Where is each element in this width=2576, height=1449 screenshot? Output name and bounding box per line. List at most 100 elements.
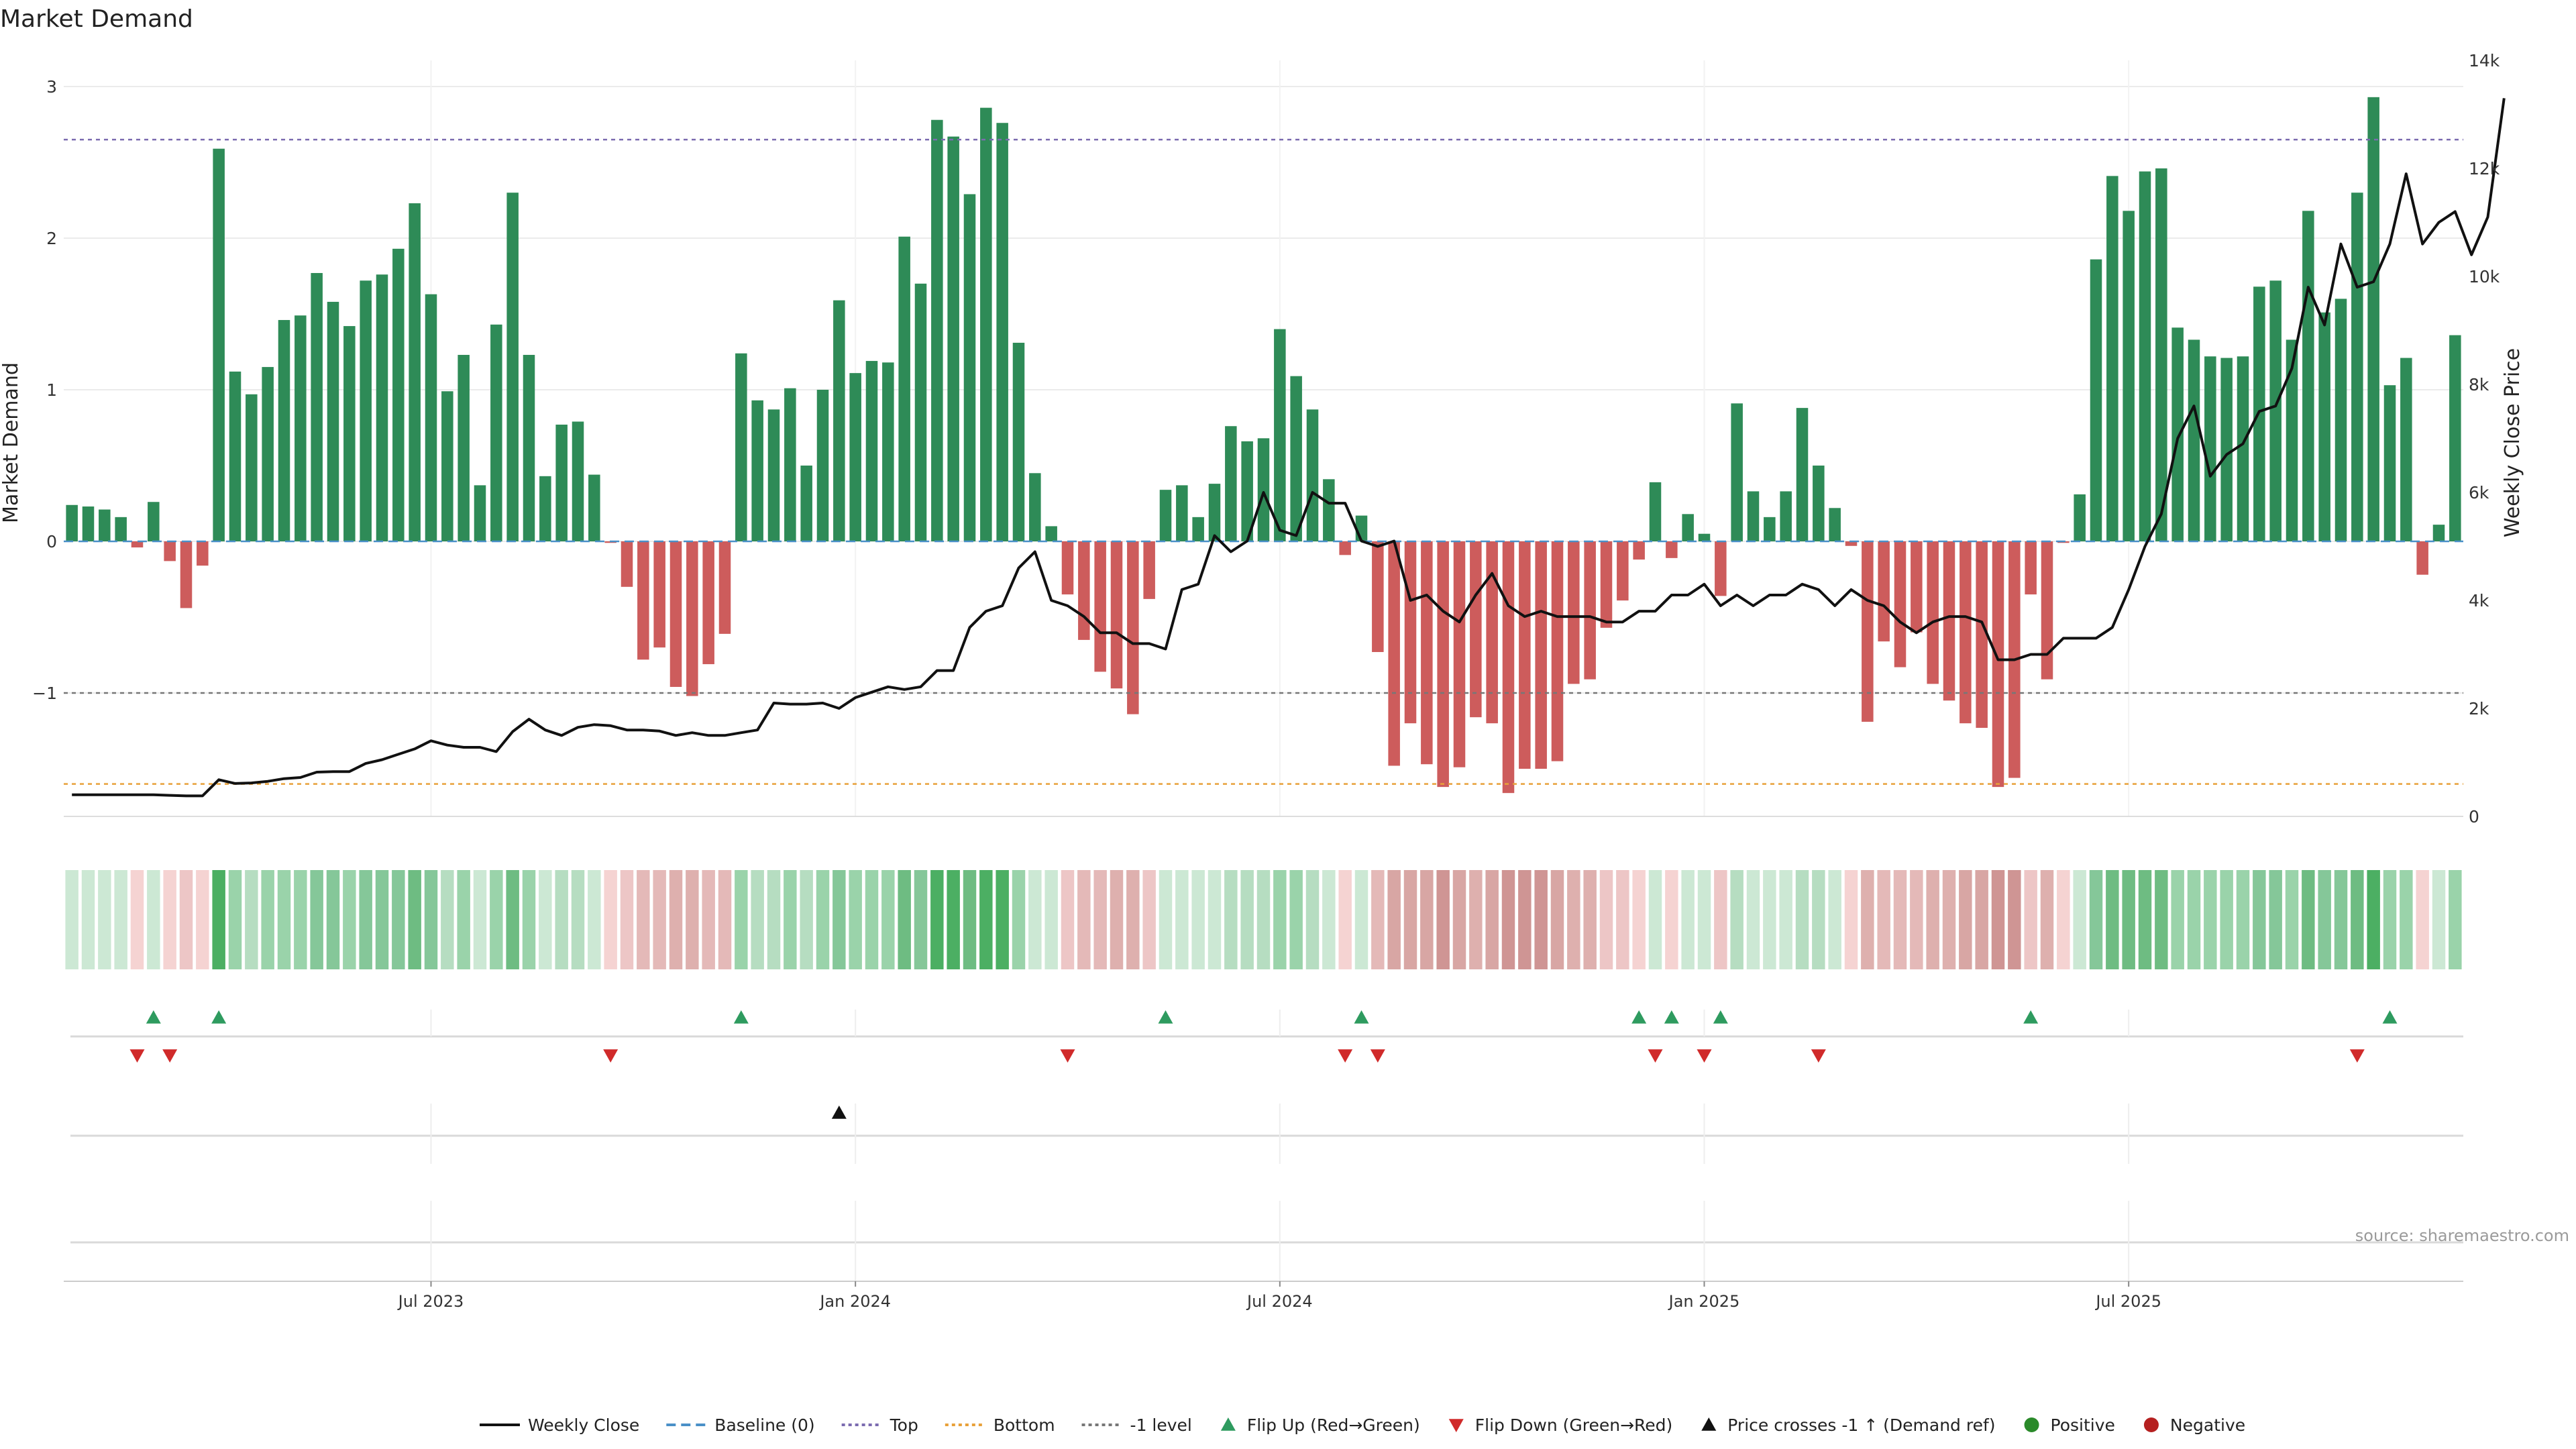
legend-item-bottom: Bottom xyxy=(945,1415,1055,1435)
strip-cell xyxy=(833,870,846,969)
strip-cell xyxy=(555,870,568,969)
y-axis-label: Market Demand xyxy=(0,362,23,523)
strip-cell xyxy=(2383,870,2397,969)
strip-cell xyxy=(2204,870,2217,969)
strip-cell xyxy=(1681,870,1695,969)
positive-bar xyxy=(2367,97,2379,541)
strip-cell xyxy=(571,870,585,969)
strip-cell xyxy=(2400,870,2413,969)
strip-cell xyxy=(588,870,601,969)
negative-bar xyxy=(718,541,731,634)
strip-cell xyxy=(2073,870,2086,969)
strip-cell xyxy=(408,870,421,969)
positive-bar xyxy=(490,324,502,541)
positive-bar xyxy=(294,315,307,541)
strip-cell xyxy=(392,870,405,969)
negative-bar xyxy=(1502,541,1515,794)
strip-cell xyxy=(669,870,683,969)
legend-item-price-crosses-1-demand-ref: Price crosses -1 ↑ (Demand ref) xyxy=(1701,1415,1996,1435)
strip-cell xyxy=(2416,870,2429,969)
positive-bar xyxy=(882,362,894,541)
strip-cell xyxy=(2220,870,2233,969)
legend-item-weekly-close: Weekly Close xyxy=(480,1415,639,1435)
legend-swatch-triangle-up xyxy=(1701,1417,1717,1431)
legend-item-top: Top xyxy=(841,1415,918,1435)
positive-bar xyxy=(1796,408,1809,541)
strip-cell xyxy=(1224,870,1238,969)
strip-cell xyxy=(294,870,307,969)
strip-cell xyxy=(1926,870,1939,969)
strip-cell xyxy=(457,870,470,969)
positive-bar xyxy=(1176,485,1188,541)
negative-bar xyxy=(1453,541,1466,767)
strip-cell xyxy=(1044,870,1058,969)
strip-cell xyxy=(1518,870,1532,969)
y-tick-label: 3 xyxy=(46,77,57,97)
strip-cell xyxy=(1012,870,1026,969)
source-note: source: sharemaestro.com xyxy=(2355,1226,2569,1245)
positive-bar xyxy=(425,294,437,541)
positive-bar xyxy=(1225,426,1237,541)
positive-bar xyxy=(2188,339,2200,541)
positive-bar xyxy=(1306,409,1319,541)
positive-bar xyxy=(1029,473,1041,541)
strip-cell xyxy=(1812,870,1825,969)
negative-bar xyxy=(1894,541,1907,667)
negative-bar xyxy=(1878,541,1890,642)
strip-cell xyxy=(228,870,242,969)
strip-cell xyxy=(1975,870,1988,969)
flip-down-marker xyxy=(1060,1049,1075,1063)
weekly-close-line xyxy=(72,98,2506,798)
strip-cell xyxy=(1714,870,1727,969)
positive-bar xyxy=(1698,533,1711,541)
positive-bar xyxy=(278,320,290,541)
strip-cell xyxy=(1305,870,1320,969)
strip-cell xyxy=(1730,870,1743,969)
strip-cell xyxy=(604,870,617,969)
positive-bar xyxy=(246,394,258,541)
strip-cell xyxy=(2089,870,2103,969)
flip-down-marker xyxy=(1648,1049,1663,1063)
strip-cell xyxy=(1942,870,1956,969)
legend-label: Flip Up (Red→Green) xyxy=(1247,1415,1420,1435)
strip-cell xyxy=(1354,870,1368,969)
negative-bar xyxy=(2041,541,2053,680)
strip-cell xyxy=(718,870,732,969)
strip-cell xyxy=(702,870,715,969)
positive-bar xyxy=(2318,312,2330,541)
strip-cell xyxy=(1485,870,1499,969)
positive-bar xyxy=(833,300,845,541)
strip-cell xyxy=(1256,870,1271,969)
strip-cell xyxy=(1795,870,1809,969)
strip-cell xyxy=(196,870,209,969)
positive-bar xyxy=(66,504,78,541)
strip-cell xyxy=(1240,870,1254,969)
y2-tick-label: 8k xyxy=(2469,375,2489,394)
legend-swatch-dot xyxy=(2143,1417,2159,1432)
strip-cell xyxy=(539,870,552,969)
strip-cell xyxy=(2187,870,2201,969)
negative-bar xyxy=(1388,541,1400,766)
strip-cell xyxy=(1371,870,1385,969)
negative-bar xyxy=(1339,541,1351,555)
positive-bar xyxy=(1290,376,1302,541)
positive-bar xyxy=(2106,176,2118,542)
negative-bar xyxy=(1568,541,1580,684)
positive-bar xyxy=(849,373,861,541)
positive-bar xyxy=(2351,193,2363,541)
flip-up-marker xyxy=(146,1010,161,1024)
strip-cell xyxy=(816,870,830,969)
positive-bar xyxy=(1813,466,1825,541)
x-axis: Jul 2023 Jan 2024 Jul 2024 Jan 2025 Jul 2025 xyxy=(64,1281,2463,1311)
strip-cell xyxy=(2285,870,2299,969)
strip-cell xyxy=(1616,870,1629,969)
strip-cell xyxy=(375,870,389,969)
positive-bar xyxy=(1764,517,1776,541)
positive-bar xyxy=(1829,508,1841,541)
legend-item-positive: Positive xyxy=(2024,1415,2115,1435)
strip-cell xyxy=(996,870,1009,969)
flip-down-marker xyxy=(162,1049,178,1063)
negative-bar xyxy=(1943,541,1955,701)
positive-bar xyxy=(343,326,356,541)
negative-bar xyxy=(1551,541,1564,761)
